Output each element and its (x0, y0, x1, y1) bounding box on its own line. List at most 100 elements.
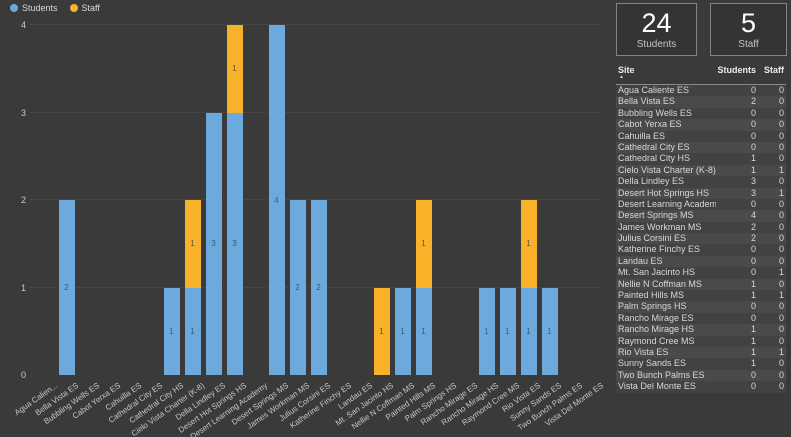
kpi-card-students[interactable]: 24 Students (616, 3, 697, 56)
table-row[interactable]: Rio Vista ES 1 1 (616, 346, 786, 359)
gridline (30, 111, 602, 113)
column-header-site[interactable]: Site (618, 65, 635, 75)
table-row[interactable]: Two Bunch Palms ES 0 0 (616, 369, 786, 382)
table-row[interactable]: Cielo Vista Charter (K-8) 1 1 (616, 164, 786, 177)
bar-students[interactable]: 1 (541, 287, 558, 375)
cell-staff: 0 (778, 130, 784, 141)
table-row[interactable]: Nellie N Coffman MS 1 0 (616, 278, 786, 291)
bar-value-label: 1 (505, 326, 510, 336)
bar-value-label: 1 (526, 239, 531, 249)
table-row[interactable]: Katherine Finchy ES 0 0 (616, 244, 786, 256)
bar-value-label: 1 (232, 64, 237, 74)
kpi-staff-label: Staff (738, 39, 759, 50)
table-row[interactable]: Mt. San Jacinto HS 0 1 (616, 267, 786, 279)
legend-dot-icon (69, 4, 78, 12)
cell-students: 0 (750, 85, 756, 95)
table-row[interactable]: Cathedral City HS 1 0 (616, 153, 786, 165)
cell-staff: 0 (778, 85, 784, 95)
bar-students[interactable]: 1 (520, 287, 537, 375)
cell-students: 0 (750, 244, 756, 255)
table-row[interactable]: Painted Hills MS 1 1 (616, 290, 786, 302)
cell-students: 1 (750, 278, 756, 289)
table-row[interactable]: James Workman MS 2 0 (616, 221, 786, 234)
cell-students: 0 (750, 301, 756, 312)
bar-value-label: 2 (64, 283, 69, 292)
column-header-students[interactable]: Students (717, 65, 756, 75)
bar-students[interactable]: 2 (58, 200, 75, 375)
bar-staff[interactable]: 1 (520, 200, 537, 288)
cell-site: Painted Hills MS (618, 290, 685, 301)
cell-staff: 0 (778, 255, 784, 266)
cell-students: 4 (750, 210, 756, 221)
table-row[interactable]: Desert Learning Academy 0 0 (616, 198, 786, 211)
legend-item-students[interactable]: Students (10, 3, 58, 13)
table-row[interactable]: Cahuilla ES 0 0 (616, 130, 786, 142)
table-row[interactable]: Vista Del Monte ES 0 0 (616, 381, 786, 393)
bar-students[interactable]: 2 (310, 200, 327, 375)
table-row[interactable]: Rancho Mirage HS 1 0 (616, 324, 786, 336)
bar-value-label: 1 (526, 326, 531, 336)
table-row[interactable]: Cathedral City ES 0 0 (616, 141, 786, 154)
table-row[interactable]: Bubbling Wells ES 0 0 (616, 107, 786, 120)
bar-staff[interactable]: 1 (415, 200, 432, 288)
legend-item-staff[interactable]: Staff (69, 3, 100, 13)
cell-staff: 0 (778, 96, 784, 107)
table-row[interactable]: Desert Springs MS 4 0 (616, 210, 786, 222)
cell-site: Bella Vista ES (618, 96, 675, 107)
gridline (30, 24, 602, 25)
cell-site: Palm Springs HS (618, 301, 687, 312)
column-header-staff[interactable]: Staff (764, 65, 784, 75)
bar-value-label: 2 (316, 283, 321, 292)
cell-students: 3 (750, 187, 756, 198)
bar-students[interactable]: 1 (394, 287, 411, 375)
cell-staff: 0 (778, 381, 784, 392)
cell-site: Mt. San Jacinto HS (618, 267, 696, 278)
bar-value-label: 1 (190, 239, 195, 249)
cell-students: 0 (750, 255, 756, 266)
bar-value-label: 1 (169, 326, 174, 336)
cell-students: 2 (750, 96, 756, 107)
table-row[interactable]: Sunny Sands ES 1 0 (616, 358, 786, 370)
cell-students: 0 (750, 198, 756, 209)
bar-students[interactable]: 3 (205, 112, 222, 375)
cell-site: Landau ES (618, 255, 663, 266)
bar-value-label: 2 (295, 283, 300, 292)
table-row[interactable]: Cabot Yerxa ES 0 0 (616, 119, 786, 131)
cell-site: Bubbling Wells ES (618, 107, 692, 118)
table-row[interactable]: Della Lindley ES 3 0 (616, 176, 786, 188)
table-row[interactable]: Bella Vista ES 2 0 (616, 96, 786, 108)
cell-students: 0 (750, 119, 756, 130)
table-row[interactable]: Rancho Mirage ES 0 0 (616, 312, 786, 325)
bar-students[interactable]: 2 (289, 200, 306, 375)
bar-staff[interactable]: 1 (373, 287, 390, 375)
cell-site: Cielo Vista Charter (K-8) (618, 164, 716, 175)
bar-students[interactable]: 1 (163, 287, 180, 375)
table-row[interactable]: Palm Springs HS 0 0 (616, 301, 786, 313)
table-row[interactable]: Desert Hot Springs HS 3 1 (616, 187, 786, 199)
cell-site: Rancho Mirage ES (618, 312, 694, 323)
cell-students: 0 (750, 130, 756, 141)
bar-students[interactable]: 3 (226, 112, 243, 375)
table-row[interactable]: Agua Caliente ES 0 0 (616, 85, 786, 97)
bar-value-label: 1 (379, 326, 384, 336)
table-header-row: Site Students Staff ▲ (616, 63, 786, 85)
cell-site: James Workman MS (618, 221, 702, 232)
cell-staff: 1 (778, 164, 784, 175)
sort-ascending-icon: ▲ (619, 74, 624, 80)
bar-value-label: 4 (274, 195, 279, 205)
bar-staff[interactable]: 1 (226, 25, 243, 113)
bar-students[interactable]: 1 (184, 287, 201, 375)
bar-staff[interactable]: 1 (184, 200, 201, 288)
bar-students[interactable]: 4 (268, 25, 285, 375)
bar-students[interactable]: 1 (415, 287, 432, 375)
cell-staff: 1 (778, 267, 784, 278)
bar-students[interactable]: 1 (478, 287, 495, 375)
cell-staff: 0 (778, 176, 784, 187)
table-row[interactable]: Julius Corsini ES 2 0 (616, 233, 786, 245)
table-row[interactable]: Landau ES 0 0 (616, 255, 786, 268)
bar-students[interactable]: 1 (499, 287, 516, 375)
kpi-card-staff[interactable]: 5 Staff (710, 3, 787, 56)
cell-site: Desert Learning Academy (618, 198, 716, 209)
table-row[interactable]: Raymond Cree MS 1 0 (616, 335, 786, 347)
